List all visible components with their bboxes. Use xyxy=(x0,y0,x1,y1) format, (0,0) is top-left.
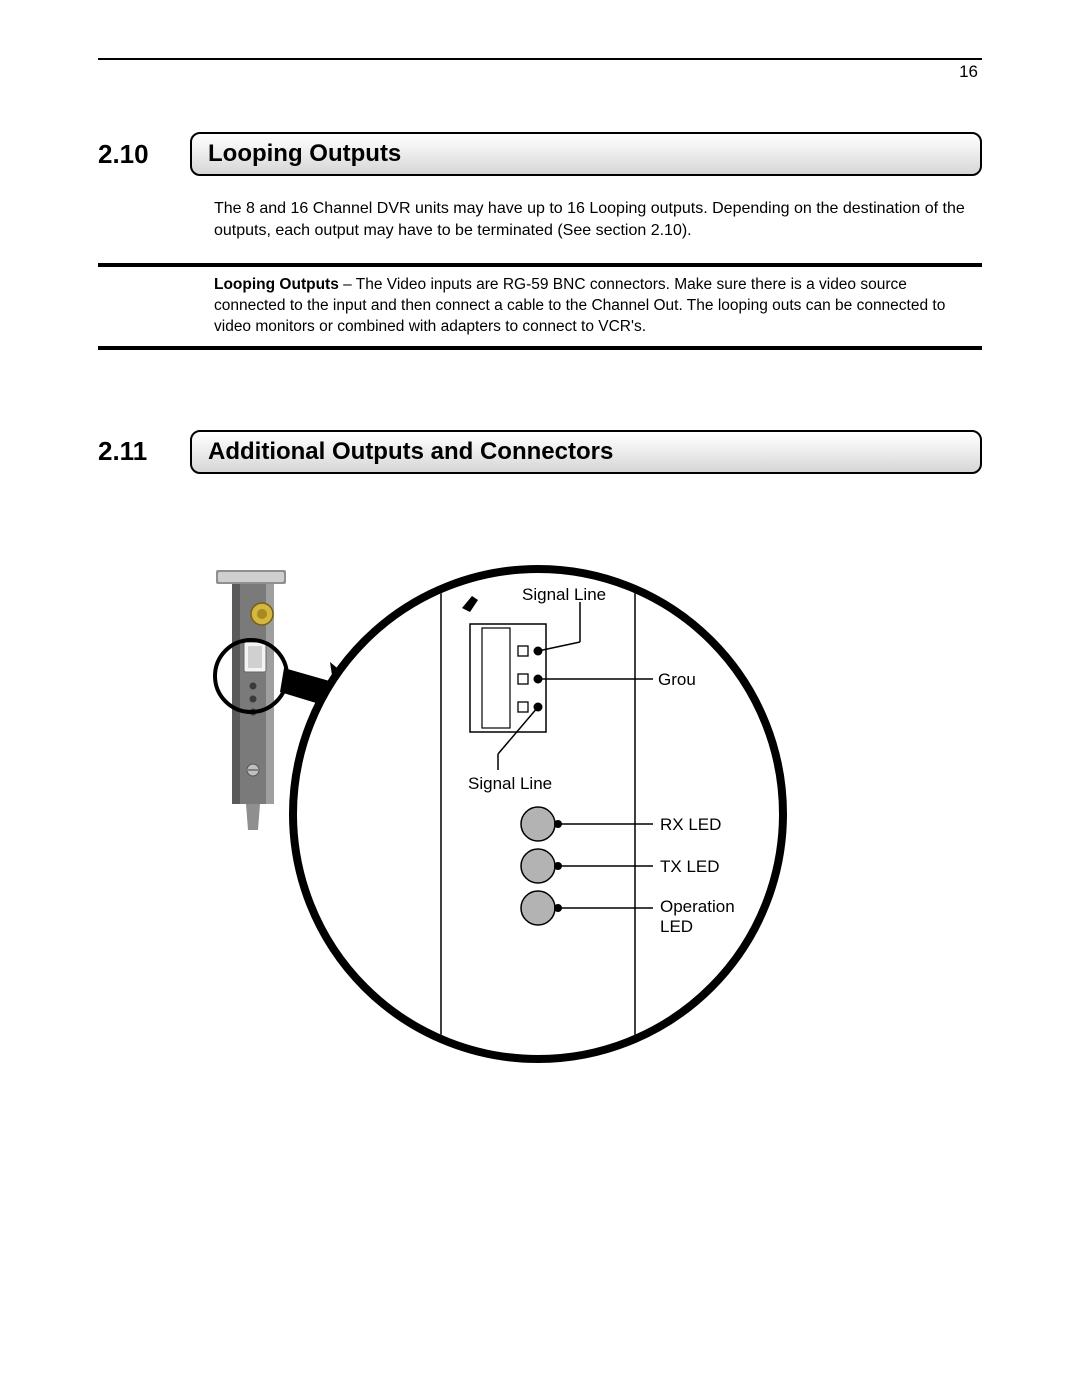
section-body-210: The 8 and 16 Channel DVR units may have … xyxy=(214,198,982,241)
connector-diagram: Signal Line Grou Signal Line RX LED TX L… xyxy=(98,534,982,1094)
section-number: 2.10 xyxy=(98,139,190,170)
label-operation-led-2: LED xyxy=(660,917,693,936)
document-page: 16 2.10 Looping Outputs The 8 and 16 Cha… xyxy=(98,58,982,1094)
label-ground: Grou xyxy=(658,670,696,689)
label-operation-led-1: Operation xyxy=(660,897,735,916)
callout-lead: Looping Outputs xyxy=(214,276,339,293)
label-signal-line-top: Signal Line xyxy=(522,585,606,604)
callout-block-210: Looping Outputs – The Video inputs are R… xyxy=(98,263,982,350)
section-title-bar: Looping Outputs xyxy=(190,132,982,176)
section-number: 2.11 xyxy=(98,436,190,467)
page-number: 16 xyxy=(98,62,982,82)
label-rx-led: RX LED xyxy=(660,815,721,834)
section-header-210: 2.10 Looping Outputs xyxy=(98,132,982,176)
top-rule xyxy=(98,58,982,60)
section-title-bar: Additional Outputs and Connectors xyxy=(190,430,982,474)
label-signal-line-bottom: Signal Line xyxy=(468,774,552,793)
label-tx-led: TX LED xyxy=(660,857,720,876)
section-header-211: 2.11 Additional Outputs and Connectors xyxy=(98,430,982,474)
